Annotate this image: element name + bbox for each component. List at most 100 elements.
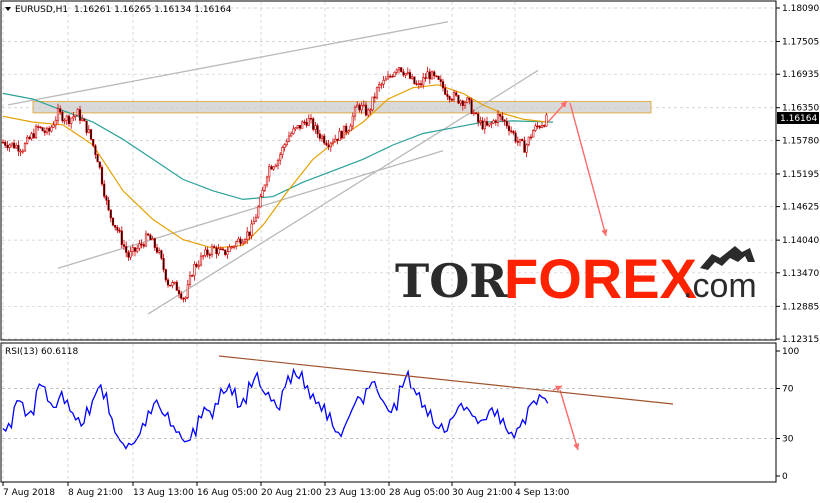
candle-body — [41, 127, 44, 132]
rsi-line — [2, 367, 549, 450]
logo-tor: TOR — [395, 254, 508, 308]
candle-body — [85, 120, 88, 133]
candle-body — [512, 131, 515, 134]
candle-body — [263, 184, 266, 191]
candle-body — [210, 246, 214, 256]
candle-body — [367, 109, 370, 116]
moving-averages — [2, 84, 554, 249]
candle-body — [30, 133, 33, 140]
candle-body — [254, 216, 258, 222]
candle-body — [153, 238, 156, 248]
y-tick-label: 1.17505 — [782, 38, 819, 48]
candle-body — [424, 77, 427, 79]
candle-body — [369, 109, 372, 112]
candle-body — [180, 293, 183, 299]
candle-body — [147, 233, 150, 236]
candle-body — [296, 125, 299, 128]
rsi-tick-label: 30 — [782, 435, 794, 445]
candle-body — [151, 238, 154, 241]
candle-body — [162, 258, 165, 270]
candle-body — [375, 87, 379, 99]
candle-body — [125, 246, 128, 253]
candle-body — [89, 129, 93, 140]
candle-body — [413, 76, 416, 85]
candle-body — [259, 196, 262, 208]
trend-channel — [7, 21, 539, 315]
candle-body — [538, 125, 541, 128]
rsi-tick-label: 100 — [782, 347, 799, 357]
x-tick-label: 20 Aug 21:00 — [261, 488, 322, 498]
candle-body — [446, 94, 449, 97]
candle-body — [514, 132, 517, 142]
candle-body — [173, 281, 176, 284]
candle-body — [193, 263, 196, 276]
channel-lower — [147, 69, 539, 315]
dropdown-icon[interactable] — [5, 7, 11, 11]
channel-upper — [7, 21, 449, 106]
candle-body — [232, 246, 236, 248]
candle-body — [52, 124, 55, 128]
candle-body — [448, 96, 451, 100]
candle-body — [103, 183, 106, 197]
candle-body — [543, 125, 546, 127]
candle-body — [470, 99, 473, 114]
candle-body — [50, 126, 53, 132]
candle-body — [268, 166, 271, 178]
candle-body — [428, 71, 431, 80]
instrument-title: EURUSD,H1 — [15, 5, 68, 15]
candle-body — [59, 108, 62, 113]
candle-body — [184, 297, 187, 300]
candle-body — [169, 284, 172, 287]
y-tick-label: 1.15195 — [782, 170, 819, 180]
candle-body — [532, 130, 535, 138]
candle-body — [17, 144, 20, 152]
candle-body — [364, 104, 368, 116]
current-price-label: 1.16164 — [780, 114, 817, 124]
candle-body — [360, 104, 363, 111]
candle-body — [540, 125, 544, 128]
candle-body — [63, 119, 66, 122]
x-tick-label: 28 Aug 05:00 — [389, 488, 450, 498]
y-tick-label: 1.12885 — [782, 302, 819, 312]
candle-body — [166, 279, 170, 286]
candle-body — [72, 116, 75, 119]
candle-body — [516, 141, 519, 143]
candle-body — [237, 238, 240, 243]
candle-body — [342, 125, 346, 139]
candle-body — [274, 164, 277, 168]
candle-body — [136, 247, 139, 252]
x-tick-label: 7 Aug 2018 — [3, 488, 55, 498]
grid — [2, 2, 776, 481]
candle-body — [400, 67, 403, 73]
candle-body — [175, 281, 178, 291]
candle-body — [246, 231, 249, 240]
candle-body — [215, 247, 218, 255]
candle-body — [217, 248, 220, 255]
x-tick-label: 23 Aug 13:00 — [325, 488, 386, 498]
candle-body — [67, 115, 71, 125]
candle-body — [19, 150, 22, 153]
candle-body — [54, 119, 57, 126]
candle-body — [283, 144, 286, 148]
candle-body — [239, 238, 242, 245]
logo-dotcom: .com — [683, 267, 757, 305]
candle-body — [199, 255, 203, 266]
current-price-box — [777, 112, 819, 124]
candle-body — [362, 104, 365, 107]
rsi-forecast-down-arrow-head — [573, 443, 580, 450]
candle-body — [250, 223, 253, 236]
candle-body — [226, 251, 229, 255]
candle-body — [455, 92, 458, 96]
resistance-rect — [32, 100, 652, 114]
candle-body — [494, 120, 497, 123]
candle-body — [92, 139, 95, 146]
candle-body — [8, 144, 11, 149]
candle-body — [510, 130, 513, 133]
y-tick-label: 1.12315 — [782, 335, 819, 345]
candle-body — [411, 76, 414, 79]
candle-body — [208, 254, 211, 256]
candle-body — [406, 72, 409, 74]
rsi-forecast-up-arrow-head — [555, 385, 562, 392]
